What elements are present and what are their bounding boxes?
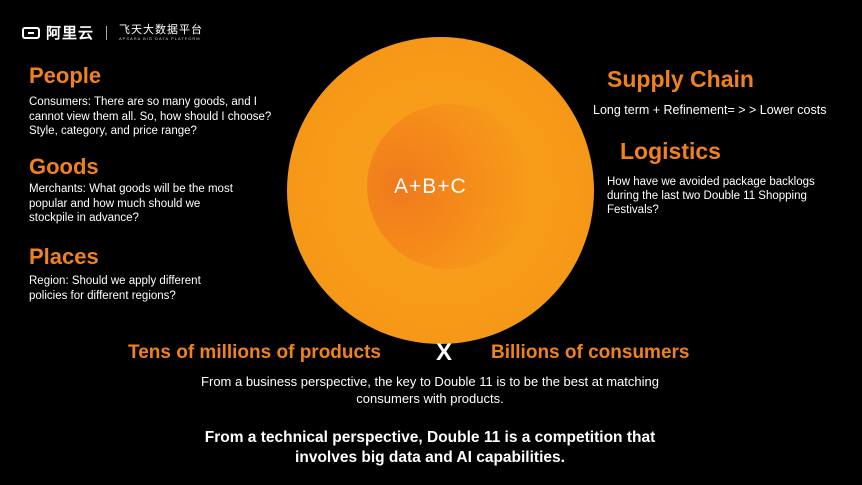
people-description: Consumers: There are so many goods, and … [29,95,271,139]
business-line: consumers with products. [356,391,504,406]
technical-perspective: From a technical perspective, Double 11 … [130,428,730,468]
brand-name: 阿里云 [46,25,95,42]
aliyun-logo-icon [22,26,40,39]
places-title: Places [29,244,99,269]
goods-desc-line: popular and how much should we [29,197,201,210]
goods-title: Goods [29,154,99,179]
products-label: Tens of millions of products [128,342,381,363]
formula-label: A+B+C [394,175,467,198]
platform-subtitle: APSARA BIG DATA PLATFORM [119,35,201,41]
technical-line: From a technical perspective, Double 11 … [204,429,656,446]
supply-chain-description: Long term + Refinement= > > Lower costs [593,103,827,117]
header-logo: 阿里云 飞天大数据平台 APSARA BIG DATA PLATFORM [22,22,203,43]
people-title: People [29,63,102,88]
logistics-title: Logistics [620,138,721,164]
logistics-desc-line: Festivals? [607,204,659,216]
goods-description: Merchants: What goods will be the most p… [29,182,233,226]
goods-desc-line: stockpile in advance? [29,212,139,224]
places-description: Region: Should we apply different polici… [29,274,201,303]
people-desc-line: Style, category, and price range? [29,125,197,137]
header-divider [106,25,108,40]
goods-desc-line: Merchants: What goods will be the most [29,183,233,195]
consumers-label: Billions of consumers [491,342,690,363]
logistics-description: How have we avoided package backlogs dur… [607,175,815,217]
supply-chain-title: Supply Chain [607,66,754,92]
people-desc-line: cannot view them all. So, how should I c… [29,110,272,123]
inner-circle [367,104,532,269]
multiply-sign: X [436,339,453,366]
business-line: From a business perspective, the key to … [201,374,659,389]
platform-title: 飞天大数据平台 [119,23,204,36]
logistics-desc-line: How have we avoided package backlogs [607,176,815,188]
technical-line: involves big data and AI capabilities. [295,449,565,466]
places-desc-line: Region: Should we apply different [29,275,201,287]
people-desc-line: Consumers: There are so many goods, and … [29,96,257,108]
places-desc-line: policies for different regions? [29,289,176,302]
platform-label: 飞天大数据平台 APSARA BIG DATA PLATFORM [119,23,204,41]
logistics-desc-line: during the last two Double 11 Shopping [607,190,807,202]
business-perspective: From a business perspective, the key to … [130,373,730,407]
